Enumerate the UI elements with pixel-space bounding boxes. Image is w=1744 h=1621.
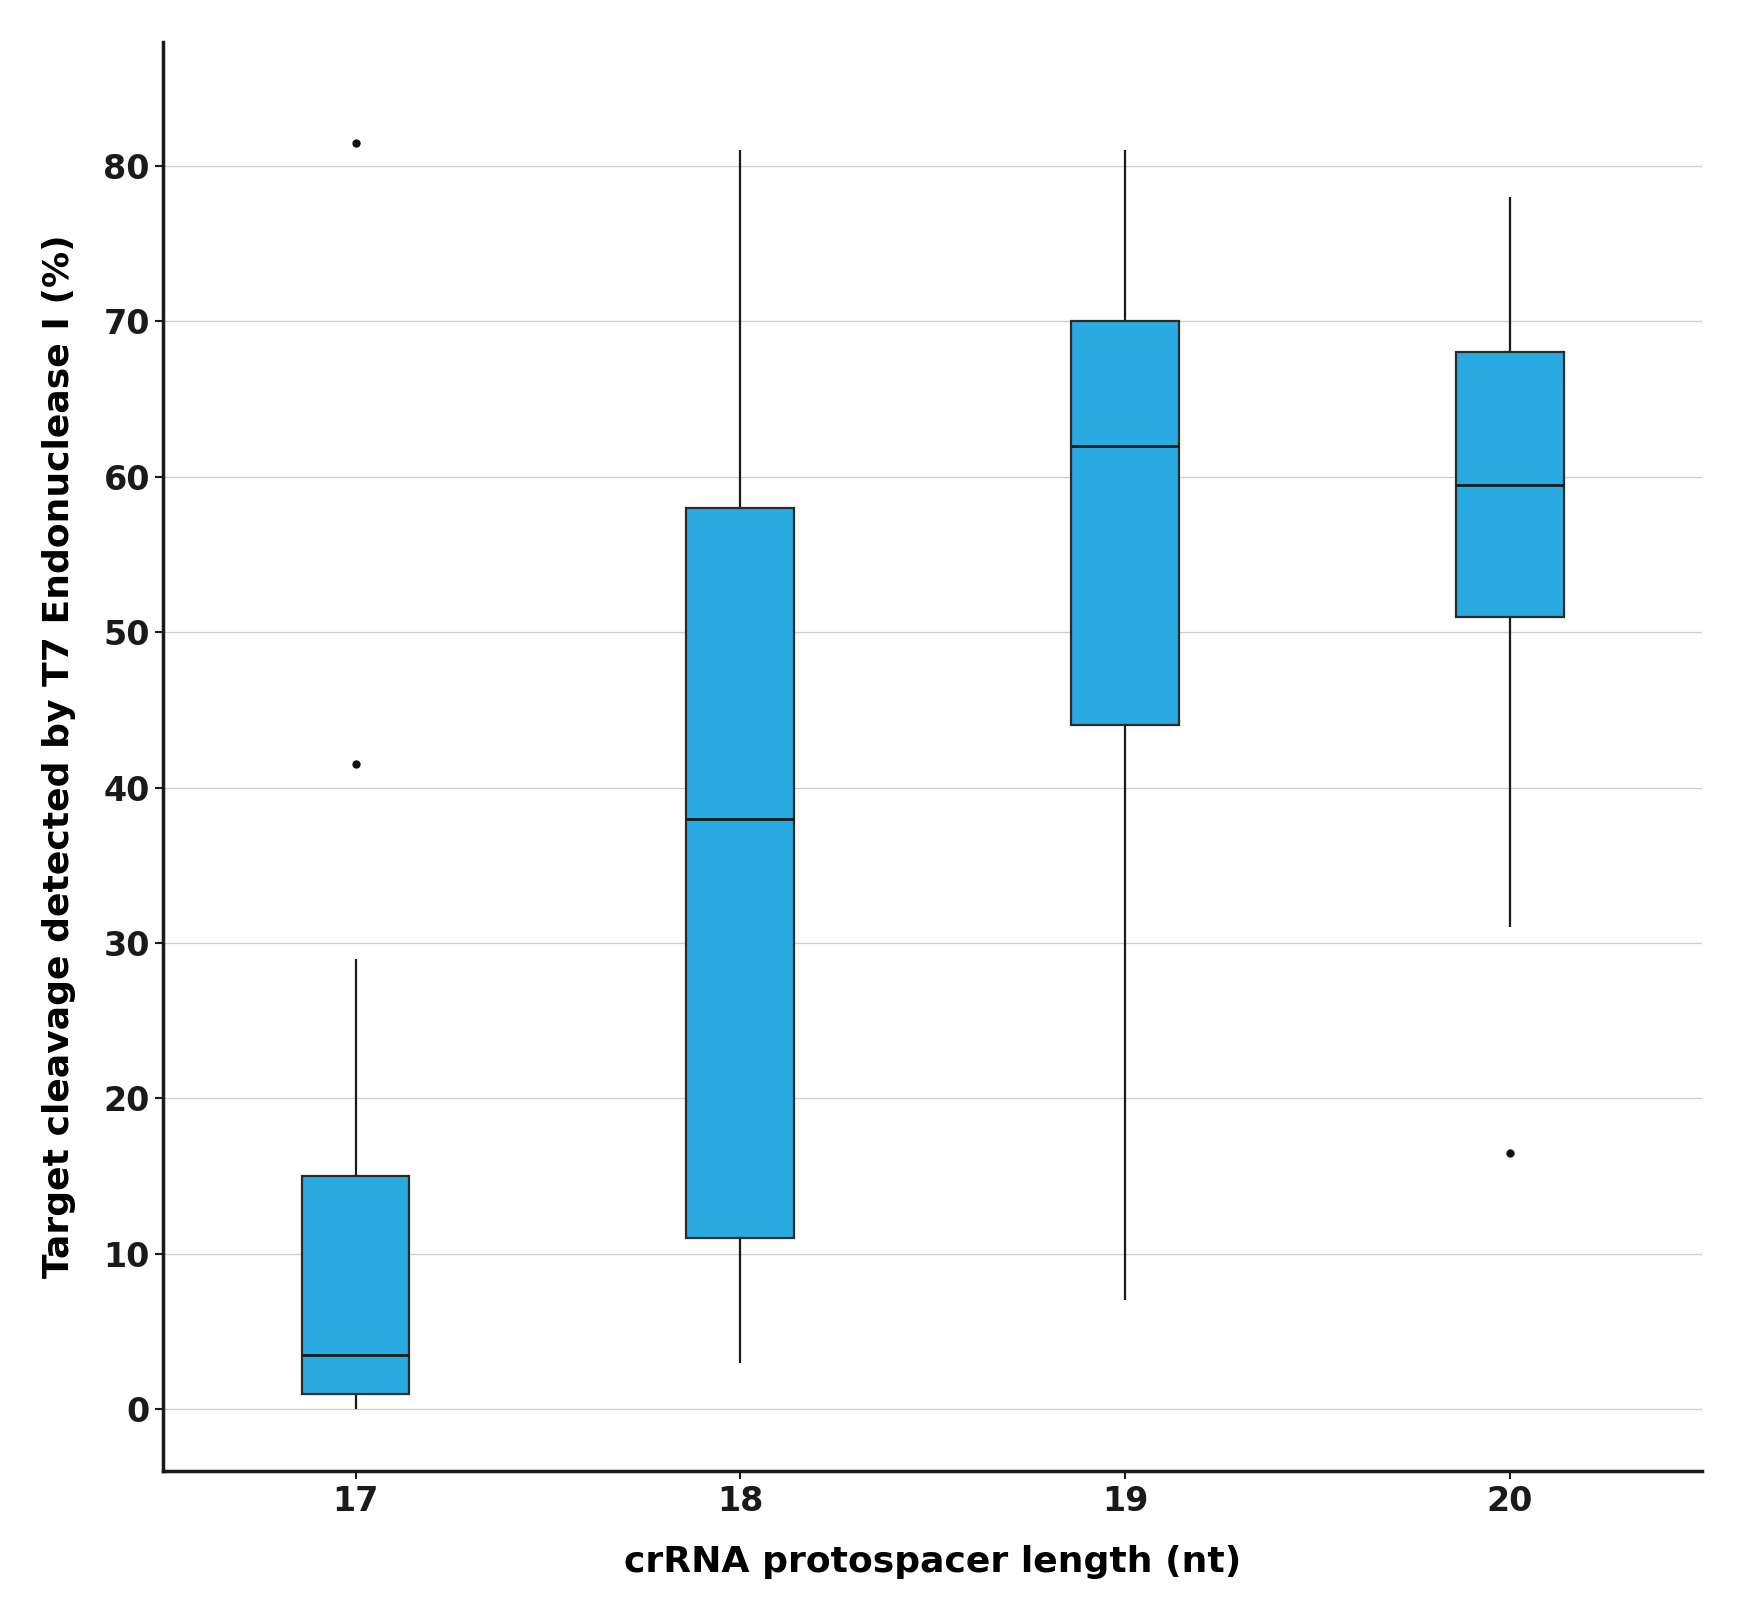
Bar [687,507,794,1238]
Bar [1456,352,1564,616]
Bar [302,1177,410,1394]
Bar [1071,321,1179,726]
Y-axis label: Target cleavage detected by T7 Endonuclease I (%): Target cleavage detected by T7 Endonucle… [42,235,75,1279]
X-axis label: crRNA protospacer length (nt): crRNA protospacer length (nt) [624,1545,1242,1579]
